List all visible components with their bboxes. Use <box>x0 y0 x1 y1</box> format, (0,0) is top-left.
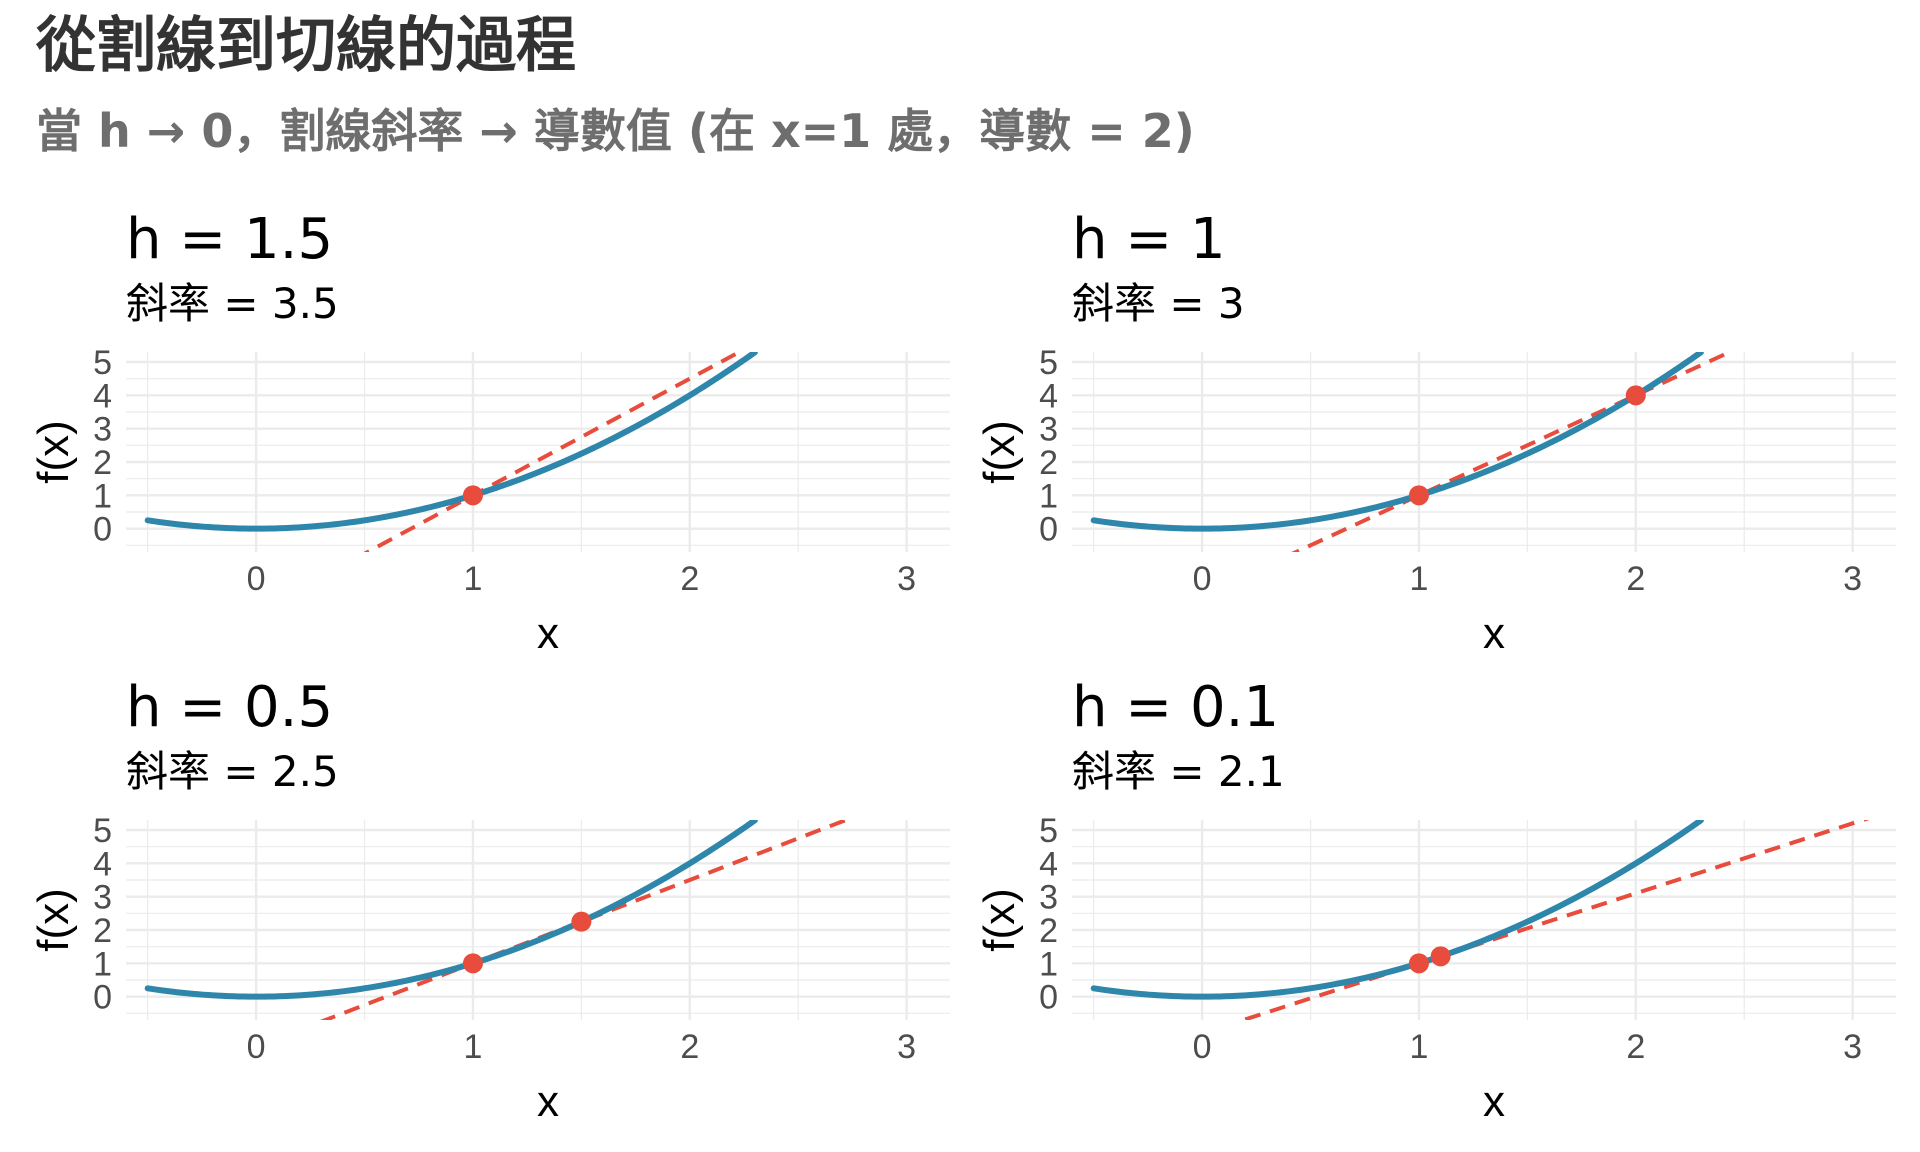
x-axis-label: x <box>537 1077 559 1126</box>
secant-point <box>1430 946 1451 967</box>
y-tick-label: 3 <box>1039 411 1058 449</box>
y-tick-label: 0 <box>1039 511 1058 549</box>
x-tick-label: 1 <box>463 560 482 598</box>
y-tick-label: 2 <box>1039 912 1058 950</box>
y-tick-label: 1 <box>93 945 112 983</box>
page-title: 從割線到切線的過程 <box>36 11 576 81</box>
x-tick-label: 2 <box>680 560 699 598</box>
x-tick-label: 0 <box>247 1028 266 1066</box>
y-tick-label: 5 <box>1039 812 1058 850</box>
function-curve <box>144 820 758 1000</box>
y-tick-label: 4 <box>93 845 112 883</box>
panel-subtitle: 斜率 = 3 <box>1072 279 1245 328</box>
y-axis-label: f(x) <box>975 420 1024 484</box>
page-subtitle: 當 h → 0，割線斜率 → 導數值 (在 x=1 處，導數 = 2) <box>36 104 1195 158</box>
y-tick-label: 2 <box>93 444 112 482</box>
plot-area <box>144 820 852 1020</box>
panel-subtitle: 斜率 = 3.5 <box>126 279 339 328</box>
x-axis-label: x <box>1483 609 1505 658</box>
y-axis-label: f(x) <box>975 888 1024 952</box>
panel-subtitle: 斜率 = 2.5 <box>126 747 339 796</box>
y-tick-label: 5 <box>93 812 112 850</box>
y-tick-label: 1 <box>1039 945 1058 983</box>
panel-title: h = 0.5 <box>126 675 333 740</box>
grid <box>126 352 950 552</box>
y-tick-label: 2 <box>93 912 112 950</box>
y-tick-label: 4 <box>1039 845 1058 883</box>
y-tick-label: 5 <box>1039 344 1058 382</box>
x-tick-label: 3 <box>1843 560 1862 598</box>
panel-title: h = 1 <box>1072 207 1226 272</box>
x-tick-label: 1 <box>463 1028 482 1066</box>
x-axis-label: x <box>537 609 559 658</box>
grid <box>1072 820 1896 1020</box>
x-tick-label: 1 <box>1409 560 1428 598</box>
x-tick-label: 2 <box>680 1028 699 1066</box>
panel-title: h = 0.1 <box>1072 675 1279 740</box>
secant-line <box>1291 352 1735 552</box>
x-tick-label: 0 <box>1193 1028 1212 1066</box>
x-tick-label: 2 <box>1626 560 1645 598</box>
plot-area <box>1090 352 1735 552</box>
y-tick-label: 3 <box>93 411 112 449</box>
y-tick-label: 1 <box>1039 477 1058 515</box>
x-tick-label: 3 <box>897 560 916 598</box>
y-tick-label: 4 <box>93 377 112 415</box>
y-tick-label: 0 <box>1039 979 1058 1017</box>
function-curve <box>1090 352 1704 532</box>
y-axis-label: f(x) <box>29 888 78 952</box>
grid <box>126 820 950 1020</box>
secant-point <box>1625 385 1646 406</box>
secant-point <box>571 911 592 932</box>
x-tick-label: 1 <box>1409 1028 1428 1066</box>
function-curve <box>1090 820 1704 1000</box>
y-tick-label: 2 <box>1039 444 1058 482</box>
x-tick-label: 2 <box>1626 1028 1645 1066</box>
grid <box>1072 352 1896 552</box>
panel-title: h = 1.5 <box>126 207 333 272</box>
x-tick-label: 3 <box>1843 1028 1862 1066</box>
y-tick-label: 3 <box>1039 879 1058 917</box>
secant-point <box>788 310 808 330</box>
y-tick-label: 1 <box>93 477 112 515</box>
x-axis-label: x <box>1483 1077 1505 1126</box>
plot-area <box>1090 820 1870 1020</box>
x-tick-label: 3 <box>897 1028 916 1066</box>
secant-point <box>1408 953 1429 974</box>
y-tick-label: 4 <box>1039 377 1058 415</box>
secant-point <box>462 953 483 974</box>
secant-point <box>1408 485 1429 506</box>
secant-line <box>319 820 852 1020</box>
function-curve <box>144 352 758 532</box>
y-tick-label: 0 <box>93 511 112 549</box>
plot-area <box>144 310 808 552</box>
secant-point <box>462 485 483 506</box>
panel-subtitle: 斜率 = 2.1 <box>1072 747 1285 796</box>
x-tick-label: 0 <box>247 560 266 598</box>
y-tick-label: 0 <box>93 979 112 1017</box>
y-axis-label: f(x) <box>29 420 78 484</box>
x-tick-label: 0 <box>1193 560 1212 598</box>
y-tick-label: 3 <box>93 879 112 917</box>
y-tick-label: 5 <box>93 344 112 382</box>
